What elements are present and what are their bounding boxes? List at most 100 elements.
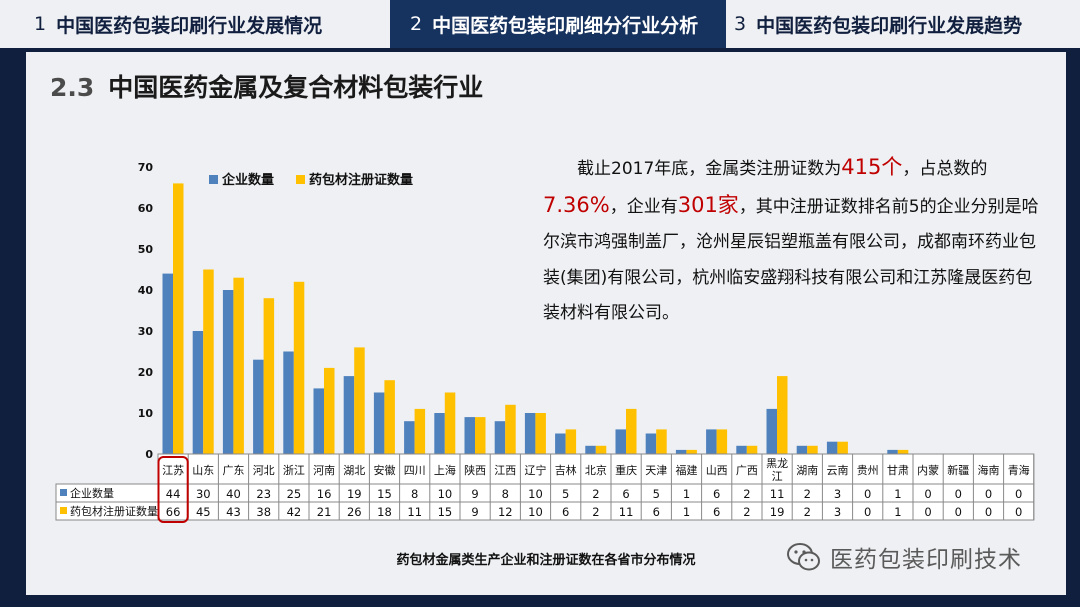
table-row-label-series2: 药包材注册证数量 — [70, 504, 158, 518]
watermark: 医药包装印刷技术 — [786, 540, 1022, 574]
section-number: 2.3 — [50, 73, 95, 102]
bar-series1-8 — [404, 421, 415, 454]
wechat-icon — [787, 543, 820, 571]
tab-label: 中国医药包装印刷细分行业分析 — [432, 14, 699, 37]
watermark-text: 医药包装印刷技术 — [830, 547, 1022, 573]
bar-series1-7 — [373, 392, 385, 454]
data-label-series2: 21 — [317, 505, 332, 519]
bar-series2-7 — [384, 380, 395, 454]
bar-series2-15 — [626, 408, 637, 454]
data-label-series2: 10 — [528, 505, 543, 519]
desc-part: ，企业有 — [609, 196, 678, 217]
bar-series1-1 — [192, 331, 204, 454]
bar-series2-3 — [263, 298, 275, 454]
category-label: 辽宁 — [525, 463, 547, 477]
desc-part: ，占总数的 — [902, 159, 988, 179]
tab-industry-development[interactable]: 1 中国医药包装印刷行业发展情况 — [0, 0, 390, 48]
category-label: 贵州 — [857, 464, 879, 477]
category-label: 重庆 — [615, 463, 637, 477]
data-label-series2: 15 — [438, 505, 453, 519]
category-label: 江西 — [494, 464, 516, 477]
category-label: 内蒙 — [917, 463, 939, 477]
bar-series1-19 — [736, 445, 747, 454]
tab-number: 1 — [34, 13, 47, 35]
tab-segment-analysis[interactable]: 2 中国医药包装印刷细分行业分析 — [390, 0, 726, 48]
tab-number: 3 — [734, 13, 747, 35]
bar-series2-2 — [233, 277, 244, 454]
data-label-series1: 0 — [864, 487, 871, 501]
bar-series1-21 — [796, 445, 808, 454]
bar-series2-20 — [777, 376, 788, 454]
bar-series2-9 — [444, 392, 456, 454]
data-label-series1: 19 — [347, 487, 362, 501]
table-key-series1 — [60, 489, 67, 496]
page-title: 2.3 中国医药金属及复合材料包装行业 — [50, 68, 483, 104]
data-label-series1: 0 — [985, 487, 992, 501]
category-label: 山西 — [706, 464, 728, 477]
desc-highlight-companies: 301家 — [677, 192, 739, 217]
bar-series1-2 — [222, 290, 234, 454]
tab-label: 中国医药包装印刷行业发展情况 — [56, 14, 323, 37]
category-label: 山东 — [192, 464, 214, 477]
data-label-series2: 0 — [955, 505, 962, 519]
legend-label-series2: 药包材注册证数量 — [309, 172, 413, 188]
category-label: 河南 — [313, 464, 335, 477]
data-label-series2: 2 — [804, 505, 811, 519]
data-label-series1: 0 — [924, 487, 931, 501]
bar-series2-18 — [716, 429, 728, 454]
category-label: 福建 — [676, 463, 698, 477]
desc-highlight-percent: 7.36% — [543, 192, 610, 217]
data-label-series1: 8 — [502, 487, 509, 501]
bar-series2-5 — [324, 367, 335, 454]
bar-series1-20 — [766, 408, 777, 454]
desc-part: ，其中注册证数排名前5的企业分别是哈尔滨市鸿强制盖厂，沧州星辰铝塑瓶盖有限公司，… — [543, 196, 1039, 324]
category-label: 河北 — [253, 464, 275, 477]
category-label: 江苏 — [162, 464, 184, 477]
chart-caption: 药包材金属类生产企业和注册证数在各省市分布情况 — [396, 553, 696, 568]
table-row-label-series1: 企业数量 — [70, 486, 114, 500]
data-label-series1: 25 — [287, 487, 302, 501]
data-label-series1: 15 — [377, 487, 392, 501]
bar-series2-6 — [354, 347, 365, 454]
data-label-series2: 43 — [226, 505, 241, 519]
category-label: 海南 — [978, 463, 1000, 477]
data-label-series2: 38 — [256, 505, 271, 519]
data-label-series2: 42 — [287, 505, 302, 519]
data-label-series2: 6 — [713, 505, 720, 519]
bar-series2-12 — [535, 413, 546, 454]
bar-series2-11 — [505, 404, 516, 454]
data-label-series2: 6 — [562, 505, 569, 519]
bar-series2-16 — [656, 429, 667, 454]
desc-highlight-count: 415个 — [841, 155, 903, 179]
legend-swatch-series2 — [296, 175, 305, 184]
category-label: 上海 — [434, 463, 456, 477]
data-label-series1: 9 — [471, 487, 478, 501]
data-label-series2: 0 — [985, 505, 992, 519]
data-label-series2: 9 — [471, 505, 478, 519]
data-label-series2: 1 — [683, 505, 690, 519]
y-tick-label: 10 — [138, 407, 154, 420]
slide-content: 2.3 中国医药金属及复合材料包装行业 0 10 20 30 40 50 60 70 企业数量 药包… — [26, 52, 1066, 595]
data-label-series2: 2 — [743, 505, 750, 519]
data-label-series2: 12 — [498, 505, 513, 519]
y-tick-label: 60 — [138, 202, 154, 215]
bar-series2-14 — [595, 445, 607, 454]
data-label-series2: 1 — [894, 505, 901, 519]
bar-series1-16 — [645, 433, 657, 454]
data-label-series1: 1 — [894, 487, 901, 501]
data-label-series1: 0 — [1015, 487, 1022, 501]
data-label-series1: 23 — [256, 487, 271, 501]
category-label: 江 — [772, 470, 783, 483]
category-label: 广东 — [223, 464, 245, 477]
bar-series1-12 — [524, 413, 536, 454]
data-label-series2: 3 — [834, 505, 841, 519]
data-label-series1: 0 — [955, 487, 962, 501]
category-label: 甘肃 — [887, 464, 909, 477]
data-label-series1: 5 — [653, 487, 660, 501]
data-label-series1: 2 — [592, 487, 599, 501]
table-header-row — [157, 453, 1035, 485]
tab-industry-trends[interactable]: 3 中国医药包装印刷行业发展趋势 — [726, 0, 1080, 48]
data-label-series1: 2 — [804, 487, 811, 501]
data-label-series2: 45 — [196, 505, 211, 519]
category-label: 吉林 — [555, 463, 577, 477]
